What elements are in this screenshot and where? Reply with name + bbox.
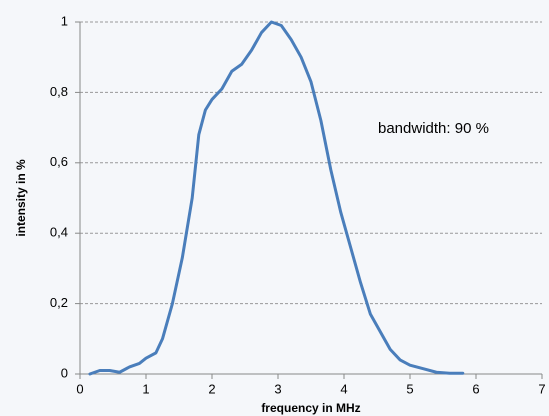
y-tick-label: 0,2 bbox=[50, 295, 68, 310]
x-tick-label: 3 bbox=[274, 381, 281, 396]
x-tick-label: 5 bbox=[406, 381, 413, 396]
x-tick-label: 6 bbox=[472, 381, 479, 396]
y-axis-title: intensity in % bbox=[14, 159, 28, 237]
line bbox=[88, 20, 465, 376]
y-tick-label: 1 bbox=[61, 13, 68, 28]
y-tick-label: 0,6 bbox=[50, 154, 68, 169]
x-tick-label: 2 bbox=[208, 381, 215, 396]
x-tick-label: 7 bbox=[538, 381, 545, 396]
y-tick-label: 0 bbox=[61, 365, 68, 380]
x-tick-label: 0 bbox=[76, 381, 83, 396]
x-tick-label: 1 bbox=[142, 381, 149, 396]
y-tick-label: 0,4 bbox=[50, 225, 68, 240]
y-tick-label: 0,8 bbox=[50, 84, 68, 99]
x-axis-title: frequency in MHz bbox=[261, 401, 360, 415]
annotation: bandwidth: 90 % bbox=[378, 120, 489, 137]
x-tick-label: 4 bbox=[340, 381, 347, 396]
